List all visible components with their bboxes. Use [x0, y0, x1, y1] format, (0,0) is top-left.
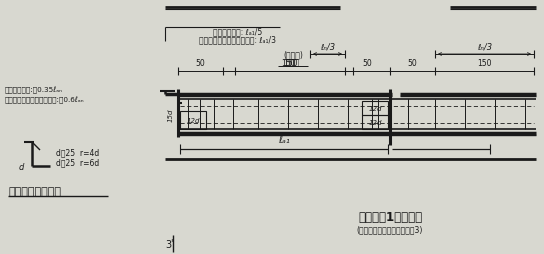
Text: 150: 150: [283, 59, 297, 68]
Text: 150: 150: [477, 59, 492, 68]
Text: ℓₙ/3: ℓₙ/3: [477, 42, 492, 51]
Text: d: d: [18, 162, 24, 171]
Text: (梁上部通长筋连接要求见泣3): (梁上部通长筋连接要求见泣3): [357, 225, 423, 234]
Text: 12d: 12d: [368, 106, 382, 112]
Text: 3: 3: [165, 239, 171, 249]
Text: d＞25  r=6d: d＞25 r=6d: [56, 158, 99, 167]
Text: (通长筋): (通长筋): [283, 50, 303, 59]
Text: ℓₙ/3: ℓₙ/3: [320, 42, 335, 51]
Text: 纵向钒筋弯折要求: 纵向钒筋弯折要求: [8, 186, 61, 196]
Text: 架立筋: 架立筋: [286, 58, 300, 67]
Text: 充分利用锂筋的抗拉强度时:＞0.6ℓₐₙ: 充分利用锂筋的抗拉强度时:＞0.6ℓₐₙ: [5, 96, 85, 103]
Text: 150: 150: [281, 59, 295, 68]
Text: ℓₐ₁: ℓₐ₁: [278, 134, 290, 145]
Text: ': ': [170, 237, 172, 247]
Text: 设计接合接时:＞0.35ℓₐₙ: 设计接合接时:＞0.35ℓₐₙ: [5, 86, 63, 93]
Text: 50: 50: [363, 59, 373, 68]
Text: 12d: 12d: [368, 120, 382, 125]
Text: 充分利用锂筋的抗拉强度时: ℓₐ₁/3: 充分利用锂筋的抗拉强度时: ℓₐ₁/3: [200, 35, 276, 44]
Text: 非框架桤1配筋构造: 非框架桤1配筋构造: [358, 211, 422, 224]
Text: 15d: 15d: [168, 108, 174, 121]
Text: 12d: 12d: [186, 118, 200, 123]
Text: d＜25  r=4d: d＜25 r=4d: [56, 148, 99, 157]
Bar: [362, 102, 388, 116]
Text: 设计接合接时: ℓₐ₁/5: 设计接合接时: ℓₐ₁/5: [213, 27, 263, 36]
Text: 50: 50: [407, 59, 417, 68]
Bar: [180, 112, 206, 130]
Bar: [362, 116, 388, 130]
Text: 50: 50: [196, 59, 206, 68]
